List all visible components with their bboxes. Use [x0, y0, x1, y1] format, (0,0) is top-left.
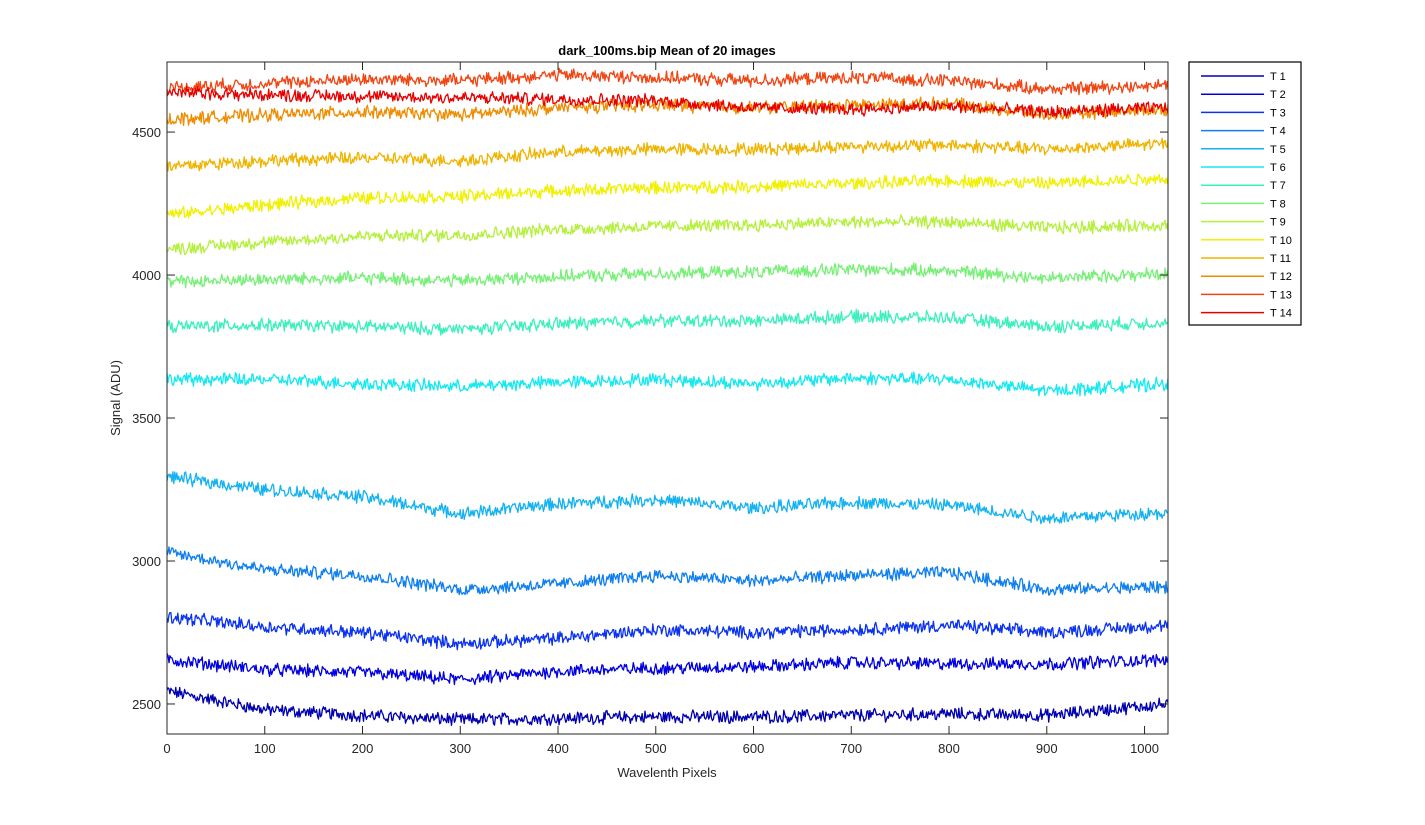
legend-label: T 7: [1270, 180, 1286, 192]
x-axis-label: Wavelenth Pixels: [617, 765, 717, 780]
y-axis-ticks: 2500 3000 3500 4000 4500: [132, 125, 1168, 712]
legend: T 1 T 2 T 3 T 4 T 5 T 6 T 7 T 8 T 9 T 10 T 11 T 12 T…: [1188, 61, 1302, 326]
legend-label: T 9: [1270, 217, 1286, 229]
series-line-4: [166, 546, 1169, 596]
legend-label: T 3: [1270, 107, 1286, 119]
series-line-7: [166, 308, 1169, 336]
x-tick-label: 200: [352, 741, 374, 756]
legend-label: T 5: [1270, 144, 1286, 156]
x-tick-label: 500: [645, 741, 667, 756]
legend-label: T 11: [1270, 253, 1291, 265]
series-line-14: [166, 85, 1169, 119]
y-tick-label: 3000: [132, 554, 161, 569]
series-line-8: [166, 262, 1169, 289]
series-line-2: [166, 653, 1169, 686]
x-tick-label: 0: [163, 741, 170, 756]
series-line-13: [166, 67, 1169, 96]
legend-label: T 1: [1270, 71, 1286, 83]
x-tick-label: 100: [254, 741, 276, 756]
series-layer: [166, 67, 1169, 727]
series-line-11: [166, 137, 1169, 172]
series-line-5: [166, 471, 1169, 525]
x-tick-label: 900: [1036, 741, 1058, 756]
y-tick-label: 2500: [132, 697, 161, 712]
series-line-10: [166, 173, 1169, 219]
chart-title: dark_100ms.bip Mean of 20 images: [558, 43, 775, 58]
axes-box: [166, 61, 1169, 735]
legend-label: T 10: [1270, 235, 1292, 247]
legend-entries: T 1 T 2 T 3 T 4 T 5 T 6 T 7 T 8 T 9 T 10 T 11 T 12 T…: [1201, 71, 1292, 320]
legend-label: T 8: [1270, 198, 1286, 210]
series-line-9: [166, 214, 1169, 256]
x-tick-label: 1000: [1130, 741, 1159, 756]
y-tick-label: 3500: [132, 411, 161, 426]
legend-label: T 4: [1270, 126, 1286, 138]
x-tick-label: 800: [938, 741, 960, 756]
y-tick-label: 4500: [132, 125, 161, 140]
legend-label: T 14: [1270, 308, 1292, 320]
y-tick-label: 4000: [132, 268, 161, 283]
legend-label: T 13: [1270, 289, 1292, 301]
x-tick-label: 600: [743, 741, 765, 756]
x-axis-ticks: 0 100 200 300 400 500 600 700 800 900 1000: [163, 62, 1159, 756]
x-tick-label: 400: [547, 741, 569, 756]
series-line-1: [166, 686, 1169, 727]
x-tick-label: 700: [840, 741, 862, 756]
legend-label: T 12: [1270, 271, 1292, 283]
legend-label: T 2: [1270, 89, 1286, 101]
legend-label: T 6: [1270, 162, 1286, 174]
plot-area: 0 100 200 300 400 500 600 700 800 900 1000 2500 300…: [132, 61, 1169, 756]
y-axis-label: Signal (ADU): [108, 360, 123, 436]
legend-box: [1188, 61, 1302, 326]
series-line-6: [166, 371, 1169, 397]
series-line-3: [166, 611, 1169, 651]
x-tick-label: 300: [449, 741, 471, 756]
